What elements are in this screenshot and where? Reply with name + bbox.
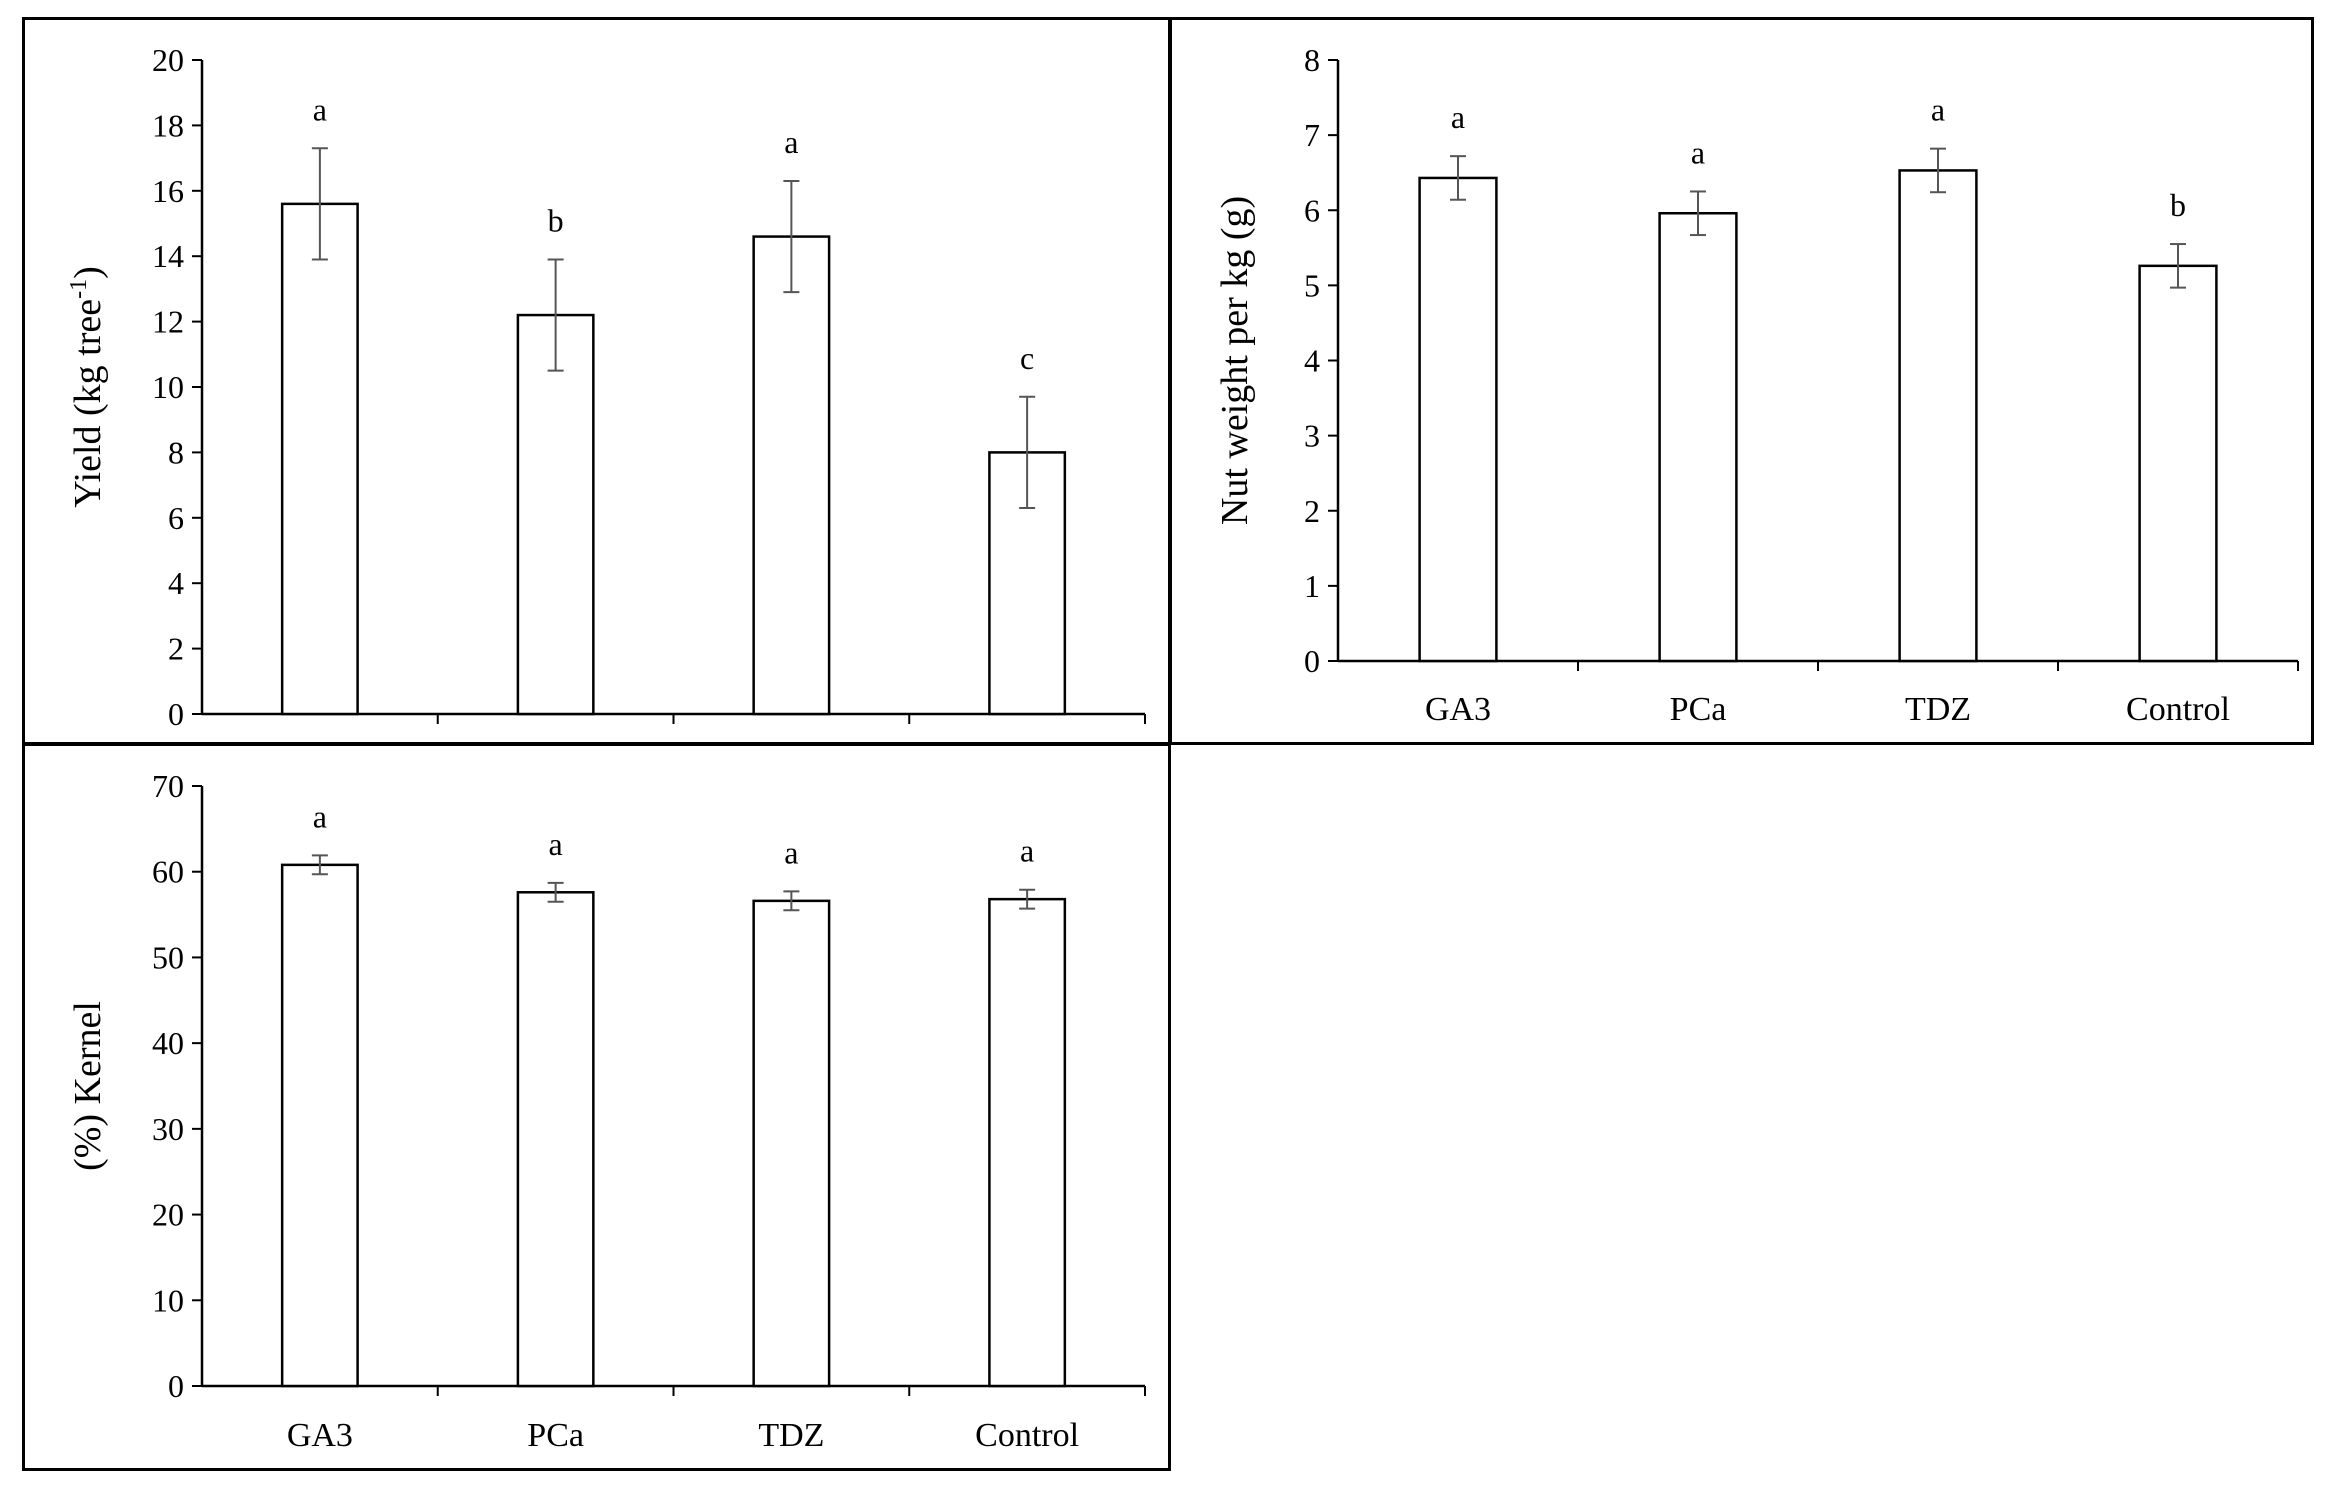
y-tick-label: 50 <box>152 939 184 975</box>
y-axis-title: Yield (kg tree-1) <box>66 266 109 508</box>
y-tick-label: 2 <box>1304 493 1320 529</box>
y-tick-label: 12 <box>152 304 184 340</box>
x-category-label: GA3 <box>1425 691 1491 728</box>
y-tick-label: 8 <box>168 434 184 470</box>
x-category-label: Control <box>975 1417 1079 1454</box>
x-category-label: PCa <box>1670 691 1727 728</box>
significance-label: c <box>1020 340 1034 376</box>
significance-label: a <box>784 834 798 870</box>
significance-label: a <box>784 124 798 160</box>
x-category-label: GA3 <box>287 1417 353 1454</box>
kernel-chart: 0 10 20 30 40 50 60 70 a GA3 a PCa a TDZ a Control (%) K… <box>67 768 1146 1454</box>
y-tick-label: 10 <box>152 1282 184 1318</box>
y-tick-label: 30 <box>152 1111 184 1147</box>
y-tick-label: 3 <box>1304 418 1320 454</box>
bar-tdz <box>752 235 831 716</box>
significance-label: a <box>1020 833 1034 869</box>
y-tick-label: 60 <box>152 854 184 890</box>
bar-ga3 <box>1418 176 1498 663</box>
y-tick-label: 1 <box>1304 568 1320 604</box>
y-tick-label: 7 <box>1304 117 1320 153</box>
y-axis-title: Nut weight per kg (g) <box>1214 196 1256 525</box>
significance-label: a <box>1931 92 1945 128</box>
significance-label: a <box>549 826 563 862</box>
bar-tdz <box>1898 169 1978 663</box>
y-tick-label: 4 <box>1304 343 1320 379</box>
y-tick-label: 20 <box>152 42 184 78</box>
significance-label: a <box>1691 134 1705 170</box>
y-tick-label: 20 <box>152 1197 184 1233</box>
y-tick-label: 8 <box>1304 42 1320 78</box>
y-tick-label: 40 <box>152 1025 184 1061</box>
significance-label: a <box>313 798 327 834</box>
y-tick-label: 2 <box>168 631 184 667</box>
y-tick-label: 4 <box>168 565 184 601</box>
bar-control <box>988 897 1067 1388</box>
bar-ga3 <box>280 202 359 716</box>
bar-ga3 <box>280 863 359 1388</box>
x-category-label: Control <box>2126 691 2230 728</box>
bar-control <box>2138 264 2218 663</box>
y-tick-label: 0 <box>168 696 184 732</box>
significance-label: b <box>548 202 564 238</box>
y-tick-label: 6 <box>168 500 184 536</box>
yield-chart-panel: 0 2 4 6 8 10 12 14 16 18 20 a b a c Yield (kg tree-1) <box>22 17 1171 745</box>
y-tick-label: 18 <box>152 107 184 143</box>
kernel-chart-panel: 0 10 20 30 40 50 60 70 a GA3 a PCa a TDZ a Control (%) K… <box>22 743 1171 1471</box>
nut-weight-chart-panel: 0 1 2 3 4 5 6 7 8 a GA3 a PCa a TDZ b Control Nut weight … <box>1169 17 2314 745</box>
y-tick-label: 16 <box>152 173 184 209</box>
significance-label: a <box>1451 99 1465 135</box>
x-category-label: TDZ <box>1905 691 1971 728</box>
y-tick-label: 5 <box>1304 267 1320 303</box>
y-tick-label: 0 <box>1304 643 1320 679</box>
y-tick-label: 70 <box>152 768 184 804</box>
bar-pca <box>516 313 595 716</box>
significance-label: a <box>313 91 327 127</box>
x-category-label: PCa <box>527 1417 584 1454</box>
y-tick-label: 0 <box>168 1368 184 1404</box>
bar-tdz <box>752 899 831 1388</box>
bar-pca <box>516 891 595 1388</box>
bar-pca <box>1658 212 1738 663</box>
y-axis-title: (%) Kernel <box>67 1001 109 1171</box>
y-tick-label: 6 <box>1304 192 1320 228</box>
nut-weight-chart: 0 1 2 3 4 5 6 7 8 a GA3 a PCa a TDZ b Control Nut weight … <box>1214 42 2299 728</box>
x-category-label: TDZ <box>758 1417 824 1454</box>
significance-label: b <box>2170 187 2186 223</box>
yield-chart: 0 2 4 6 8 10 12 14 16 18 20 a b a c Yield (kg tree-1) <box>66 42 1146 732</box>
y-tick-label: 10 <box>152 369 184 405</box>
y-tick-label: 14 <box>152 238 184 274</box>
